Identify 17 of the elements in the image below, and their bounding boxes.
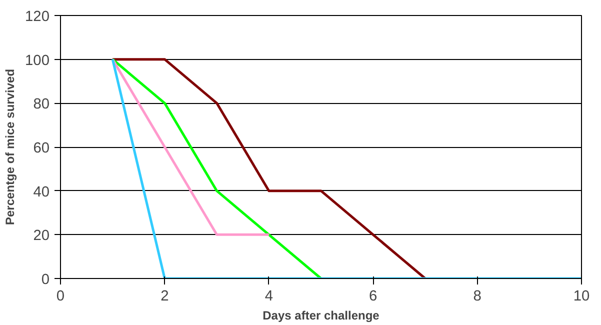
x-axis-title: Days after challenge (262, 308, 380, 322)
line-series (111, 58, 322, 278)
y-tick-label: 100 (25, 52, 50, 69)
y-tick-label: 0 (41, 272, 50, 288)
x-tick-label: 6 (369, 288, 378, 304)
x-tick-label: 0 (56, 288, 65, 304)
y-tick-label: 60 (33, 140, 50, 156)
x-tick-label: 8 (473, 288, 482, 304)
y-tick-label: 120 (25, 9, 50, 25)
y-tick-label: 40 (33, 184, 50, 200)
x-tick-label: 2 (160, 288, 169, 304)
y-tick-label: 80 (33, 96, 50, 113)
line-series (111, 58, 426, 278)
y-tick-label: 20 (33, 228, 50, 244)
x-tick-label: 10 (573, 288, 590, 304)
x-tick-label: 4 (264, 288, 273, 304)
y-axis-title: Percentge of mice survived (3, 68, 18, 226)
